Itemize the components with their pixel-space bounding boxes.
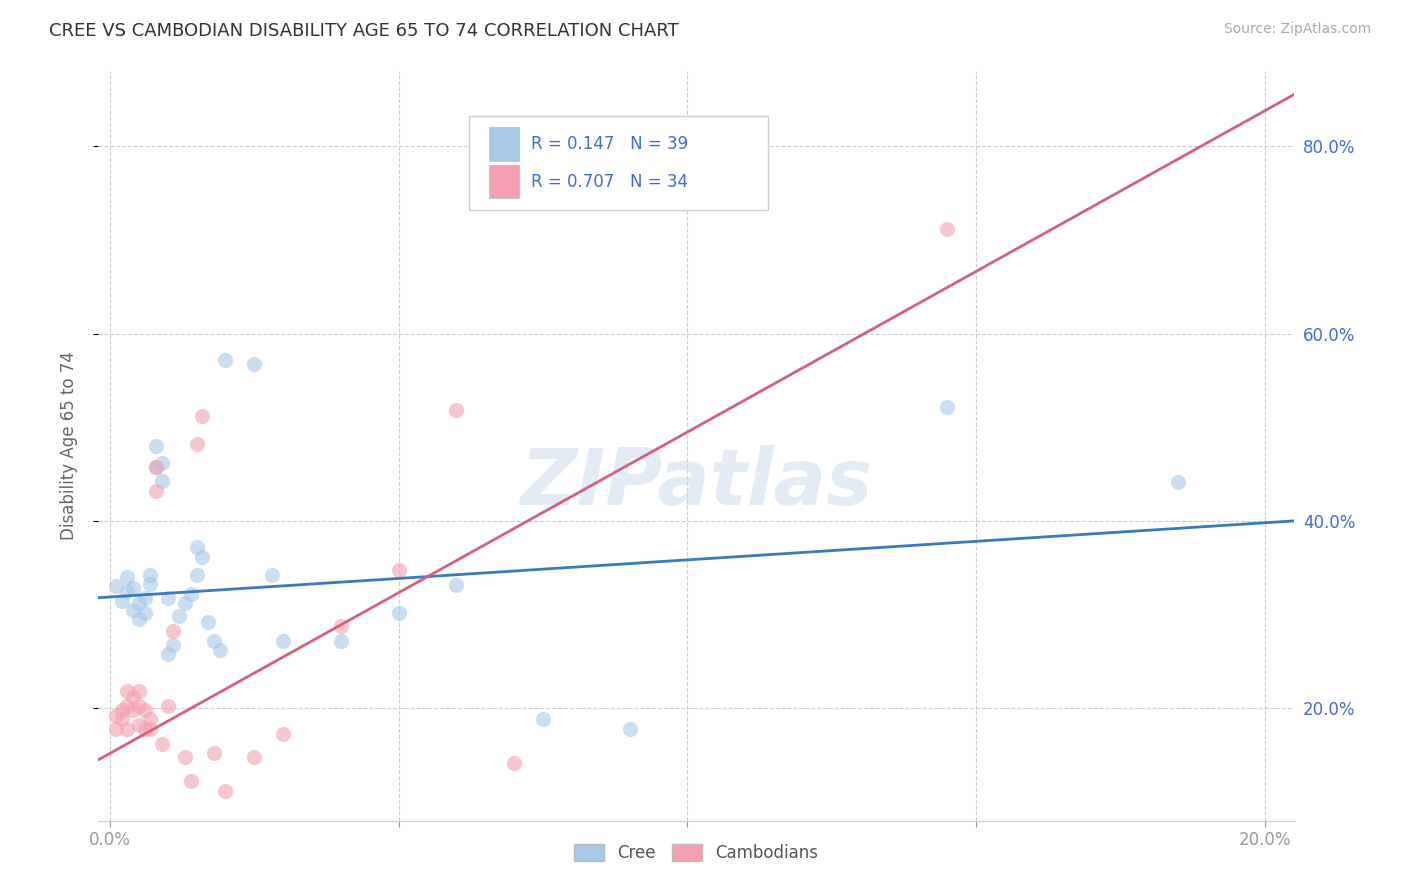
Text: R = 0.707   N = 34: R = 0.707 N = 34 <box>531 172 688 191</box>
Point <box>162 624 184 639</box>
Point <box>243 357 266 371</box>
Text: CREE VS CAMBODIAN DISABILITY AGE 65 TO 74 CORRELATION CHART: CREE VS CAMBODIAN DISABILITY AGE 65 TO 7… <box>49 22 679 40</box>
Point <box>186 568 208 582</box>
Point <box>110 703 132 717</box>
Point <box>214 352 236 367</box>
Point <box>134 722 156 736</box>
Point <box>180 774 202 789</box>
Point <box>145 459 167 474</box>
Point <box>202 746 225 760</box>
Point <box>128 612 150 626</box>
Point <box>117 570 139 584</box>
Point <box>122 703 145 717</box>
Point <box>150 456 173 470</box>
Point <box>104 708 127 723</box>
Point <box>134 606 156 620</box>
Point <box>122 603 145 617</box>
Point <box>388 606 411 620</box>
Point <box>186 540 208 554</box>
Point <box>936 221 959 235</box>
Point <box>134 703 156 717</box>
Point <box>128 699 150 714</box>
Point <box>145 439 167 453</box>
Point <box>191 409 214 423</box>
Point <box>271 633 294 648</box>
Point <box>122 582 145 596</box>
Text: R = 0.147   N = 39: R = 0.147 N = 39 <box>531 135 688 153</box>
Point <box>214 783 236 797</box>
FancyBboxPatch shape <box>489 128 519 161</box>
Point <box>446 577 468 591</box>
Point <box>145 483 167 498</box>
Point <box>531 713 554 727</box>
Point <box>134 591 156 605</box>
Point <box>104 722 127 736</box>
Point <box>128 718 150 732</box>
Point <box>260 568 283 582</box>
FancyBboxPatch shape <box>470 116 768 210</box>
Point <box>329 619 352 633</box>
FancyBboxPatch shape <box>489 165 519 198</box>
Point <box>117 684 139 698</box>
Point <box>243 750 266 764</box>
Point <box>139 713 162 727</box>
Point <box>117 722 139 736</box>
Point <box>139 722 162 736</box>
Point <box>156 591 179 605</box>
Point <box>197 615 219 629</box>
Point <box>180 587 202 601</box>
Point <box>186 437 208 451</box>
Point <box>110 713 132 727</box>
Point <box>167 609 190 624</box>
Point <box>117 699 139 714</box>
Text: Source: ZipAtlas.com: Source: ZipAtlas.com <box>1223 22 1371 37</box>
Point <box>150 737 173 751</box>
Point <box>128 596 150 610</box>
Point <box>139 576 162 591</box>
Point <box>208 643 231 657</box>
Point <box>388 563 411 577</box>
Point <box>936 400 959 414</box>
Point <box>122 690 145 704</box>
Point <box>503 756 526 770</box>
Text: ZIPatlas: ZIPatlas <box>520 445 872 522</box>
Y-axis label: Disability Age 65 to 74: Disability Age 65 to 74 <box>59 351 77 541</box>
Point <box>128 684 150 698</box>
Point <box>174 750 197 764</box>
Point <box>139 568 162 582</box>
Point <box>619 722 641 736</box>
Point <box>271 727 294 741</box>
Point <box>162 638 184 652</box>
Point <box>202 633 225 648</box>
Point <box>110 593 132 607</box>
Point <box>1167 475 1189 489</box>
Point <box>191 549 214 564</box>
Legend: Cree, Cambodians: Cree, Cambodians <box>567 837 825 869</box>
Point <box>446 403 468 417</box>
Point <box>156 647 179 661</box>
Point <box>117 584 139 599</box>
Point <box>174 596 197 610</box>
Point <box>145 459 167 474</box>
Point <box>150 474 173 488</box>
Point <box>329 633 352 648</box>
Point <box>156 699 179 714</box>
Point <box>104 580 127 594</box>
